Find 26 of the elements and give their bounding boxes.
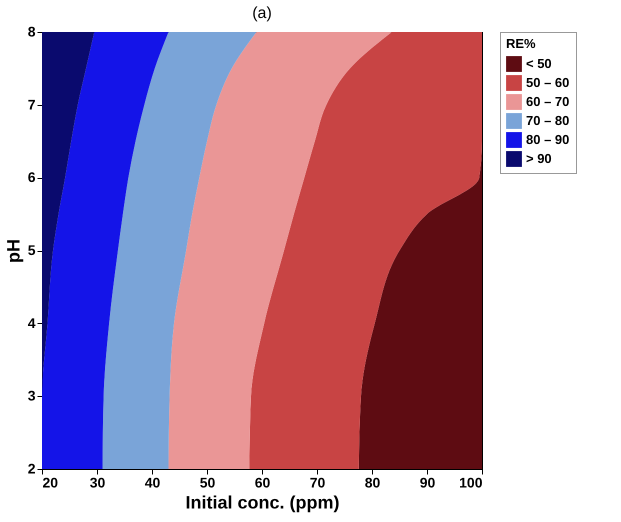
legend-title: RE% [506,36,536,51]
y-axis-title: pH [4,239,24,263]
y-tick-label: 7 [28,96,36,112]
y-tick-label: 2 [28,460,36,476]
chart-title: (a) [252,5,272,22]
legend-label: 80 – 90 [526,132,570,147]
y-tick-label: 8 [28,24,36,40]
x-tick-label: 30 [90,474,106,490]
x-tick-label: 70 [310,474,326,490]
x-tick-label: 50 [200,474,216,490]
x-axis-title: Initial conc. (ppm) [185,492,340,512]
legend-label: > 90 [526,151,552,166]
y-tick-label: 6 [28,169,36,186]
y-tick-label: 5 [28,242,36,258]
x-tick-label: 80 [364,474,380,490]
x-tick-label: 90 [420,474,436,490]
legend-label: < 50 [526,56,552,71]
x-tick-label: 60 [254,474,270,490]
x-tick-label: 100 [459,474,483,490]
y-tick-label: 4 [28,314,36,331]
legend-label: 50 – 60 [526,75,570,90]
x-tick-label: 40 [144,474,160,490]
legend-label: 70 – 80 [526,113,570,128]
legend-label: 60 – 70 [526,94,570,109]
x-tick-label: 20 [42,474,58,490]
y-tick-label: 3 [28,388,36,404]
